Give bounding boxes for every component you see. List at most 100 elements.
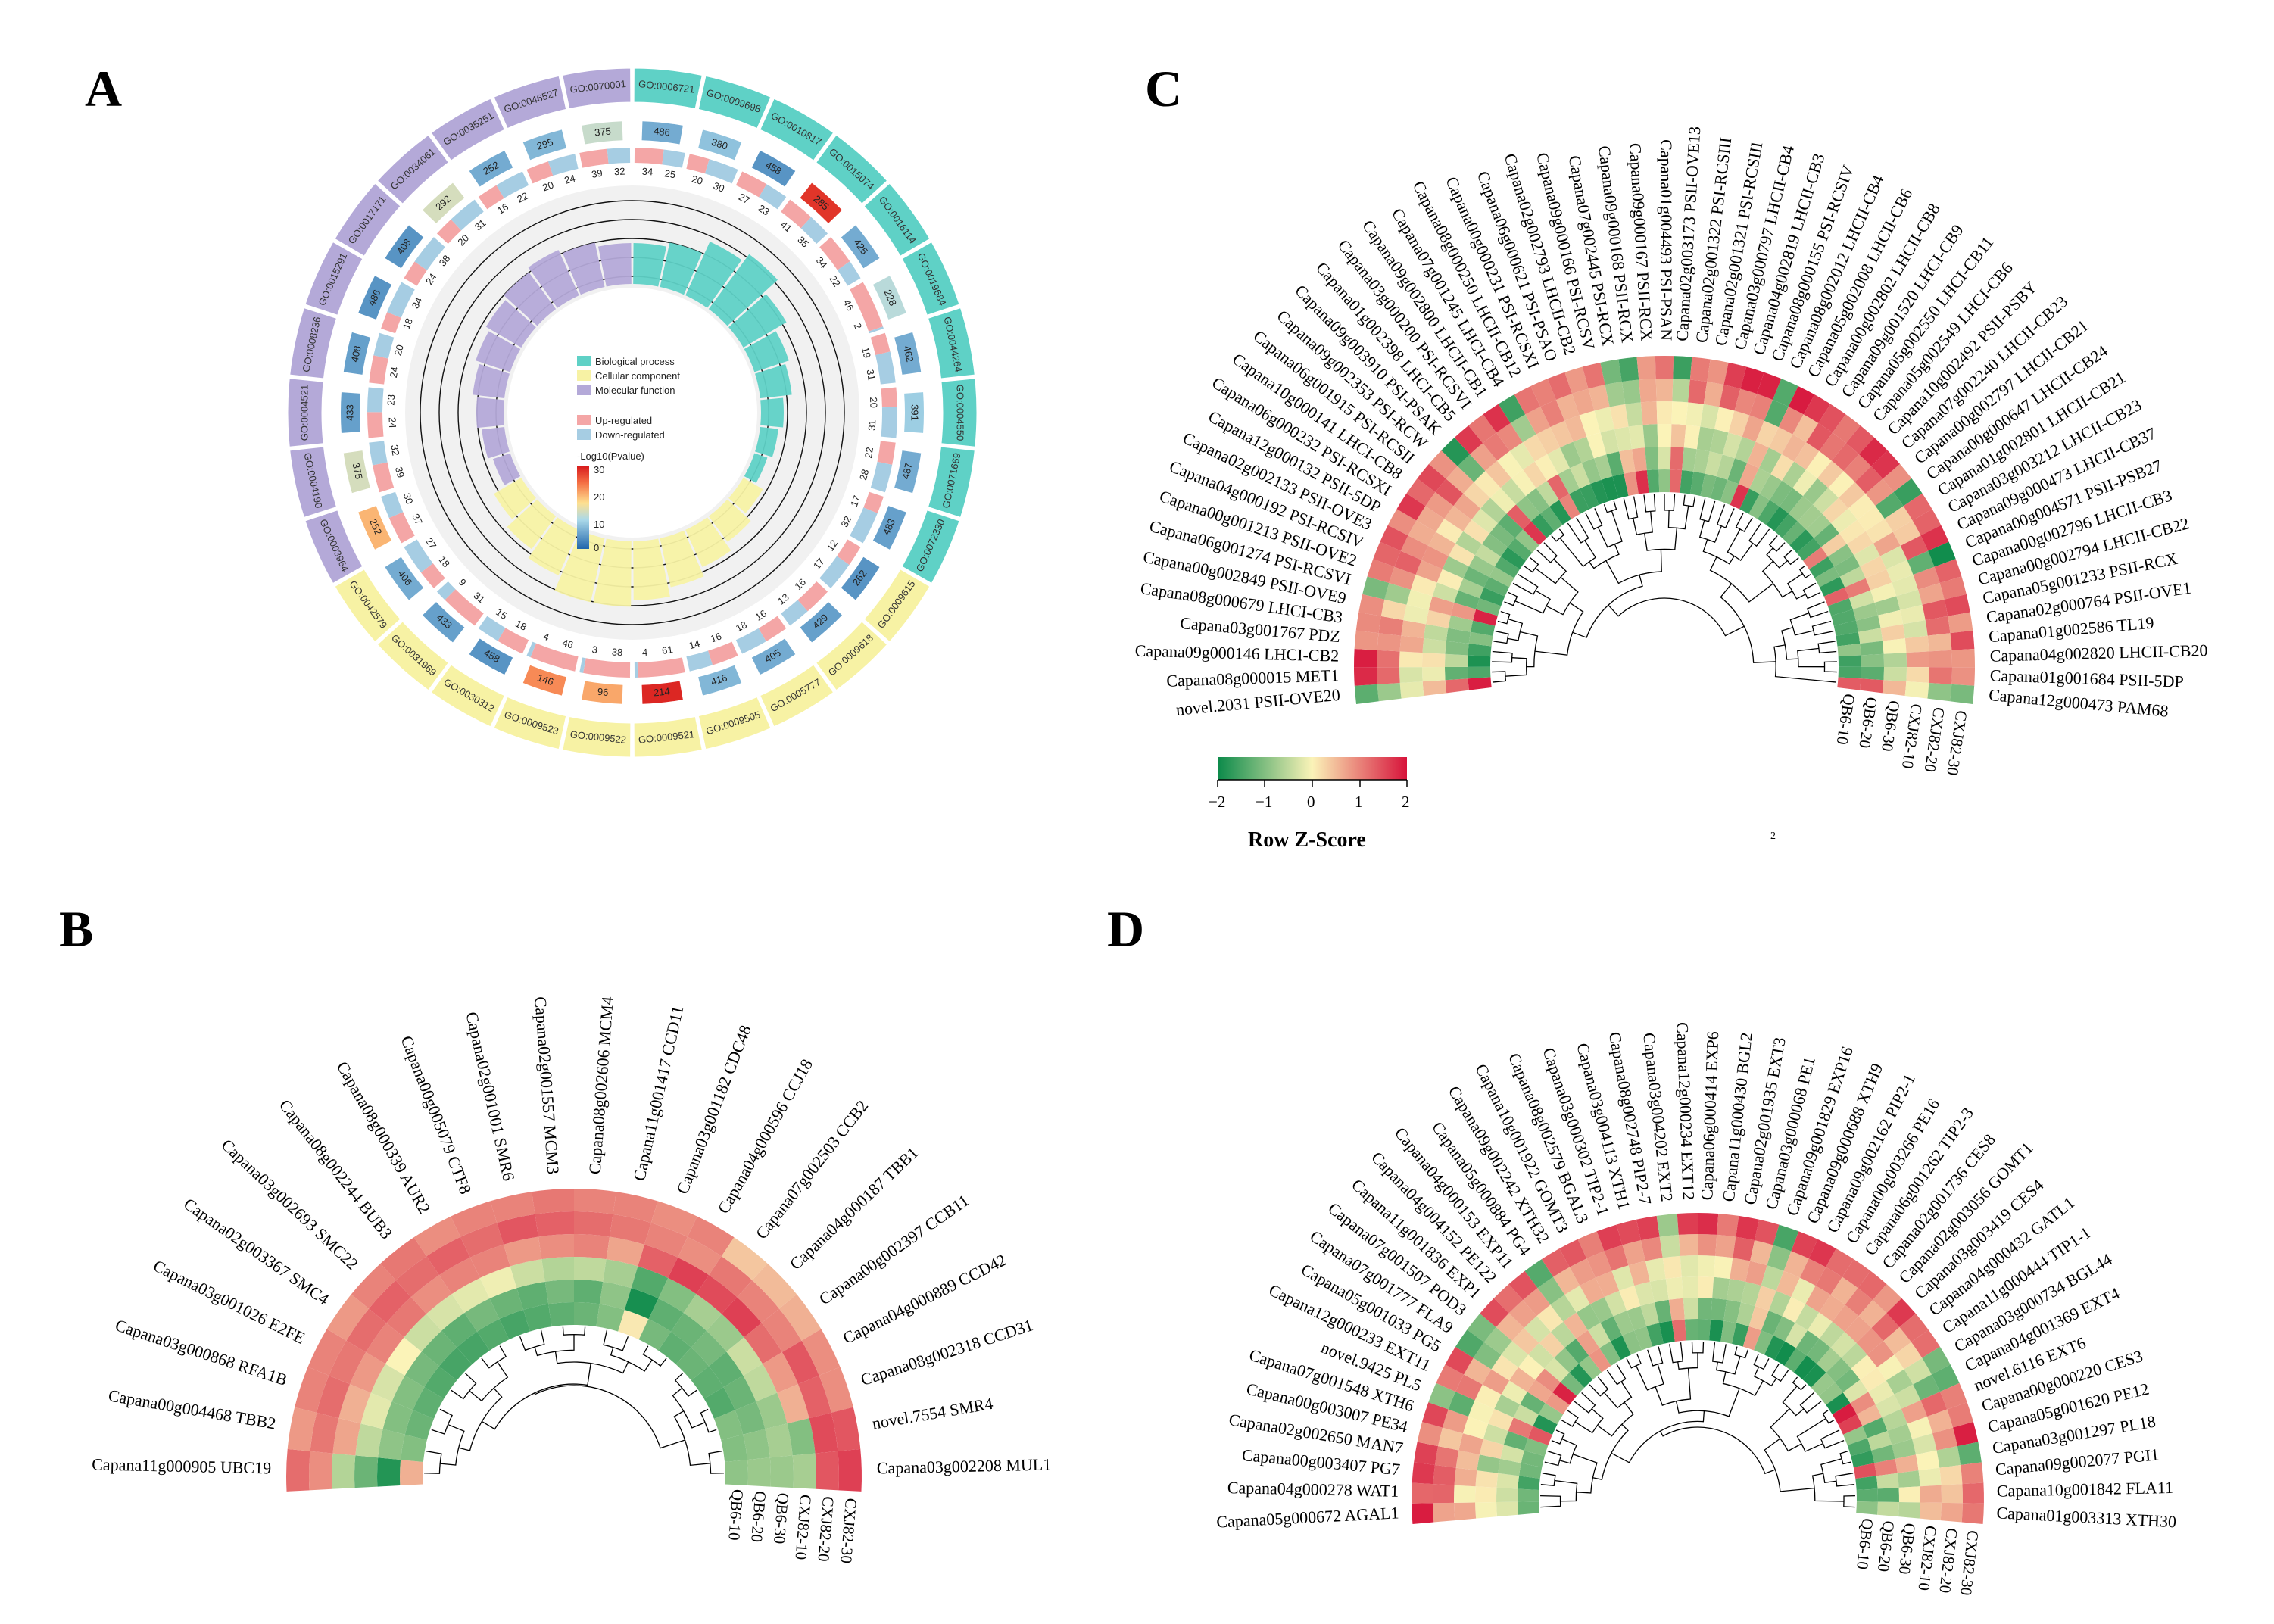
heatmap-cell bbox=[1544, 1357, 1570, 1382]
down-count-label: 34 bbox=[410, 295, 425, 310]
heatmap-cell bbox=[1497, 513, 1524, 538]
heatmap-cell bbox=[1939, 576, 1967, 600]
heatmap-cell bbox=[613, 1192, 658, 1223]
rich-factor-bar bbox=[708, 499, 751, 542]
down-count-label: 23 bbox=[385, 394, 398, 406]
heatmap-cell bbox=[1656, 401, 1673, 425]
heatmap-cell bbox=[1698, 1213, 1719, 1235]
heatmap-cell bbox=[1846, 531, 1873, 556]
down-count-label: 14 bbox=[688, 637, 701, 651]
rich-factor-bar bbox=[708, 254, 778, 326]
heatmap-cell bbox=[1636, 1215, 1660, 1241]
heatmap-cell bbox=[1920, 1485, 1942, 1503]
gene-label: Capana02g001557 MCM3 bbox=[531, 996, 563, 1174]
heatmap-cell bbox=[691, 1366, 724, 1399]
down-regulated-bar bbox=[404, 539, 433, 573]
rich-factor-bar bbox=[593, 538, 632, 607]
heatmap-cell bbox=[1581, 458, 1602, 485]
heatmap-cell bbox=[744, 1323, 782, 1364]
heatmap-cell bbox=[1480, 1298, 1509, 1327]
heatmap-cell bbox=[1877, 1501, 1899, 1517]
heatmap-cell bbox=[1547, 447, 1571, 475]
heatmap-cell bbox=[1445, 666, 1468, 681]
dendrogram-branch bbox=[1675, 1388, 1740, 1417]
heatmap-cell bbox=[1606, 451, 1624, 477]
heatmap-cell bbox=[1550, 420, 1574, 448]
heatmap-cell bbox=[1470, 443, 1498, 472]
up-regulated-bar bbox=[436, 219, 462, 245]
heatmap-cell bbox=[1515, 496, 1540, 522]
heatmap-cell bbox=[1520, 1392, 1546, 1415]
heatmap-cell bbox=[499, 1309, 530, 1340]
heatmap-cell bbox=[351, 1263, 396, 1309]
heatmap-cell bbox=[1806, 1339, 1831, 1364]
heatmap-cell bbox=[1454, 1467, 1477, 1487]
heatmap-cell bbox=[1384, 583, 1411, 605]
dendrogram-branch bbox=[451, 1373, 477, 1400]
heatmap-cell bbox=[1907, 550, 1935, 575]
heatmap-cell bbox=[761, 1308, 802, 1353]
heatmap-cell bbox=[1658, 1320, 1675, 1344]
heatmap-cell bbox=[1826, 1357, 1851, 1382]
heatmap-cell bbox=[1856, 1488, 1878, 1502]
down-regulated-bar bbox=[704, 159, 738, 184]
heatmap-cell bbox=[1579, 410, 1601, 437]
dendrogram-branch bbox=[1643, 494, 1656, 513]
heatmap-cell bbox=[1476, 598, 1502, 616]
heatmap-cell bbox=[752, 1263, 797, 1309]
heatmap-cell bbox=[1514, 529, 1539, 553]
down-count-label: 20 bbox=[392, 343, 406, 357]
heatmap-cell bbox=[1808, 1312, 1833, 1339]
gene-count-label: 487 bbox=[900, 462, 914, 480]
heatmap-cell bbox=[1558, 494, 1580, 519]
gene-count-label: 462 bbox=[901, 344, 916, 363]
down-count-label: 31 bbox=[473, 217, 488, 233]
dendrogram-branch bbox=[1659, 1426, 1776, 1475]
up-count-label: 20 bbox=[691, 173, 704, 187]
down-regulated-bar bbox=[875, 351, 896, 385]
go-term-segment bbox=[760, 98, 834, 161]
heatmap-cell bbox=[1501, 547, 1526, 569]
rich-factor-bar bbox=[728, 294, 787, 348]
heatmap-cell bbox=[1884, 506, 1913, 532]
heatmap-cell bbox=[1781, 434, 1807, 462]
rich-factor-bar bbox=[476, 397, 504, 429]
heatmap-cell bbox=[1855, 1476, 1878, 1491]
heatmap-cell bbox=[1628, 1261, 1650, 1286]
dendrogram-branch bbox=[1559, 1438, 1577, 1464]
up-regulated-bar bbox=[837, 539, 861, 566]
down-regulated-bar bbox=[367, 387, 384, 413]
panel-letter-d: D bbox=[1107, 900, 1144, 958]
heatmap-cell bbox=[1563, 1312, 1588, 1339]
rich-factor-bar bbox=[473, 363, 510, 399]
heatmap-cell bbox=[1845, 1316, 1872, 1343]
dendrogram-branch bbox=[1524, 557, 1539, 573]
heatmap-cell bbox=[1730, 1258, 1751, 1282]
heatmap-cell bbox=[1468, 677, 1492, 690]
up-count-label: 41 bbox=[778, 219, 794, 235]
heatmap-cell bbox=[1735, 436, 1756, 463]
dendrogram-branch bbox=[1802, 582, 1821, 600]
panel-letter-a: A bbox=[85, 60, 122, 117]
heatmap-cell bbox=[1354, 630, 1379, 650]
heatmap-cell bbox=[1438, 1427, 1463, 1451]
dendrogram-branch bbox=[1799, 1392, 1822, 1414]
heatmap-cell bbox=[706, 1314, 744, 1352]
heatmap-cell bbox=[516, 1281, 549, 1310]
down-count-label: 32 bbox=[614, 166, 625, 178]
heatmap-cell bbox=[1792, 469, 1817, 497]
heatmap-cell bbox=[1560, 1372, 1585, 1396]
heatmap-cell bbox=[1580, 1277, 1605, 1304]
heatmap-cell bbox=[721, 1237, 768, 1281]
dendrogram-branch bbox=[1626, 1353, 1642, 1369]
dendrogram-branch bbox=[1748, 522, 1770, 547]
dendrogram-branch bbox=[1822, 1410, 1835, 1424]
down-regulated-bar bbox=[781, 600, 808, 626]
up-regulated-bar bbox=[372, 462, 395, 493]
heatmap-cell bbox=[1907, 1417, 1933, 1439]
heatmap-cell bbox=[1550, 1295, 1577, 1322]
heatmap-cell bbox=[1766, 506, 1789, 531]
rich-factor-bar bbox=[494, 478, 536, 519]
heatmap-cell bbox=[1471, 508, 1498, 534]
gene-count-bar bbox=[343, 450, 370, 494]
